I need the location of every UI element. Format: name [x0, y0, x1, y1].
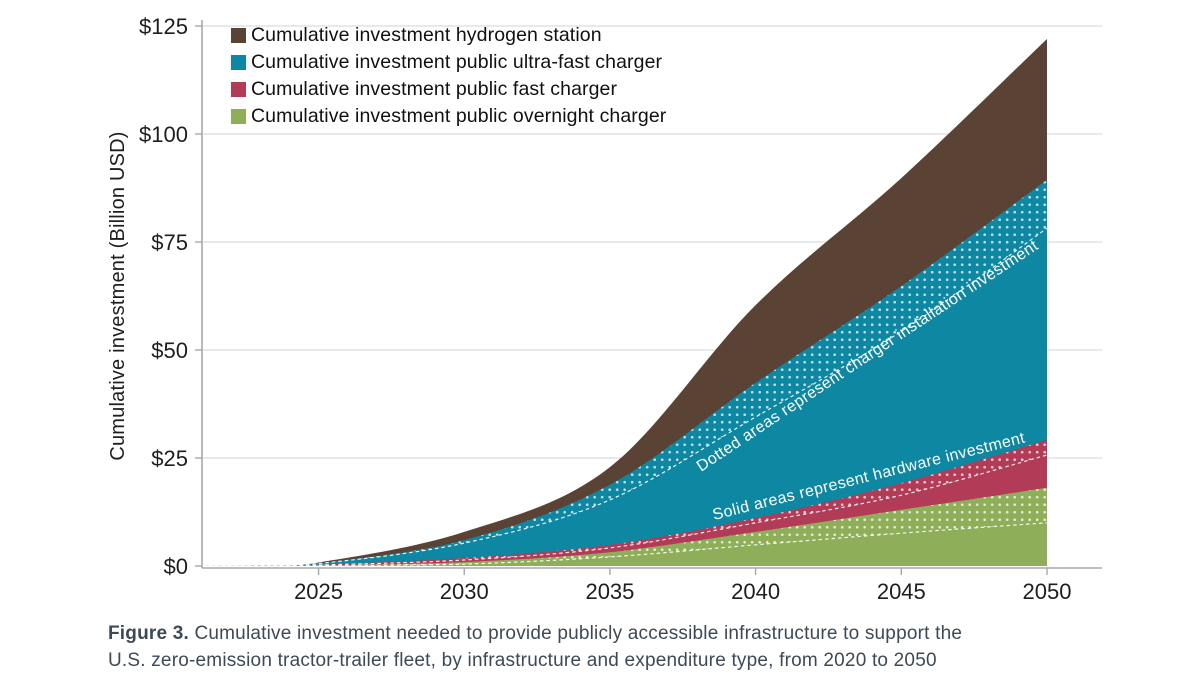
area-series	[202, 39, 1047, 567]
legend-label: Cumulative investment public overnight c…	[251, 104, 667, 127]
legend-label: Cumulative investment public fast charge…	[251, 77, 618, 100]
legend-item-hydrogen-station: Cumulative investment hydrogen station	[231, 24, 666, 46]
caption-figure-number: Figure 3.	[108, 623, 189, 644]
axes	[195, 20, 1102, 575]
legend-item-overnight-charger: Cumulative investment public overnight c…	[231, 105, 666, 127]
legend-swatch-icon	[231, 54, 246, 70]
svg-text:$25: $25	[151, 446, 188, 471]
y-axis-title: Cumulative investment (Billion USD)	[107, 131, 129, 460]
svg-text:$125: $125	[139, 14, 188, 39]
svg-text:2045: 2045	[877, 579, 926, 604]
legend-label: Cumulative investment hydrogen station	[251, 23, 602, 46]
legend-swatch-icon	[231, 108, 246, 124]
svg-text:2040: 2040	[731, 579, 780, 604]
legend-swatch-icon	[231, 81, 246, 97]
svg-text:2025: 2025	[294, 579, 343, 604]
legend-label: Cumulative investment public ultra-fast …	[251, 50, 663, 73]
svg-text:$75: $75	[151, 230, 188, 255]
tick-labels: $0 $25 $50 $75 $100 $125 2025 2030 2035 2040 2045 2…	[139, 14, 1071, 604]
svg-text:$100: $100	[139, 122, 188, 147]
legend: Cumulative investment hydrogen station C…	[231, 24, 666, 127]
svg-text:2035: 2035	[585, 579, 634, 604]
legend-swatch-icon	[231, 27, 246, 43]
legend-item-ultra-fast-charger: Cumulative investment public ultra-fast …	[231, 51, 666, 73]
svg-text:2030: 2030	[440, 579, 489, 604]
dashed-separators	[202, 227, 1047, 567]
caption-text-line2: U.S. zero-emission tractor-trailer fleet…	[108, 650, 937, 671]
legend-item-fast-charger: Cumulative investment public fast charge…	[231, 78, 666, 100]
figure-caption: Figure 3. Cumulative investment needed t…	[108, 620, 1118, 674]
svg-text:2050: 2050	[1023, 579, 1072, 604]
caption-text-line1: Cumulative investment needed to provide …	[188, 623, 963, 644]
svg-text:$50: $50	[151, 338, 188, 363]
svg-text:$0: $0	[164, 554, 188, 579]
stacked-area-chart: $0 $25 $50 $75 $100 $125 2025 2030 2035 2040 2045 2…	[107, 14, 1102, 604]
